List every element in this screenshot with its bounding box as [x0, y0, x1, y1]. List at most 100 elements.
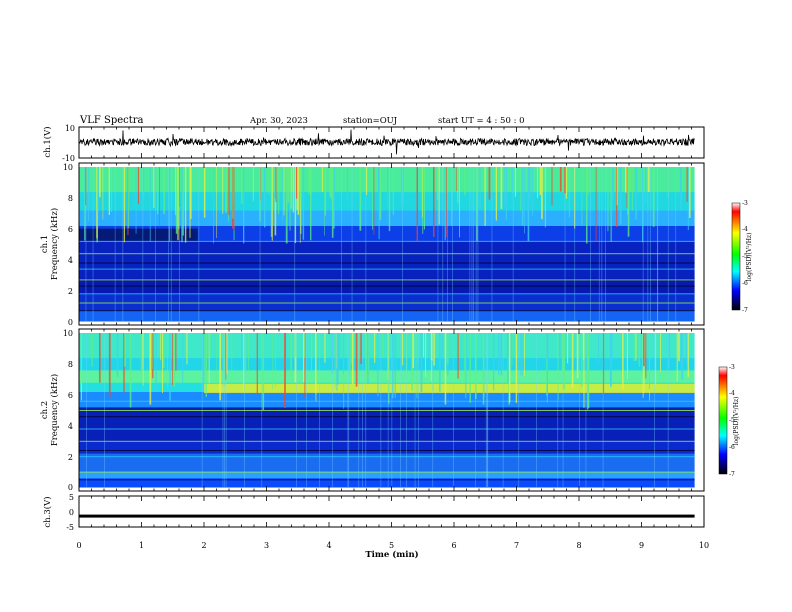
spec2-sferic — [660, 333, 661, 372]
ch2-cbar-tick-4: -4 — [729, 390, 735, 397]
spec1-sferic — [329, 167, 331, 197]
spec2-vline — [432, 333, 434, 487]
spec2-vline — [296, 333, 297, 487]
spec1-vline — [477, 167, 479, 321]
spec1-sferic — [515, 167, 516, 197]
spec2-hline-1 — [79, 471, 695, 473]
spec1-sferic — [541, 167, 543, 220]
spec2-sferic — [262, 333, 265, 410]
spec1-vline — [598, 167, 600, 321]
spec1-sferic — [299, 167, 301, 243]
spec2-sferic — [334, 333, 336, 388]
spec1-sferic — [97, 167, 99, 214]
spec2-sferic — [226, 333, 228, 374]
spec2-sferic — [557, 333, 559, 401]
spec1-vline — [92, 167, 94, 321]
spec2-band-8 — [79, 357, 695, 371]
spec1-vline — [469, 167, 471, 321]
spec2-sferic — [571, 333, 574, 388]
spec1-sferic — [680, 167, 682, 211]
spec1-sferic — [290, 167, 292, 209]
spec1-sferic — [627, 167, 630, 237]
spec1-vline — [142, 167, 144, 321]
spec2-sferic — [622, 333, 624, 389]
x-tick-label-7: 7 — [514, 541, 519, 550]
ch1-ytick-bottom: -10 — [62, 154, 75, 163]
spec2-sferic — [155, 333, 157, 390]
spec1-sferic — [228, 167, 230, 216]
spec2-vline — [222, 333, 224, 487]
spec1-sferic — [203, 167, 206, 218]
spec2-sferic — [446, 333, 449, 364]
ch1-cbar-tick-4: -4 — [742, 226, 748, 233]
spec1-sferic — [647, 167, 650, 192]
spec1-sferic — [137, 167, 139, 204]
spec1-sferic — [227, 167, 229, 222]
spec1-sferic — [667, 167, 669, 198]
ch2-ytick-2: 2 — [68, 453, 73, 462]
spec2-vline — [667, 333, 669, 487]
spec1-vline — [179, 167, 180, 321]
spec2-sferic — [400, 333, 402, 357]
spec1-sferic — [476, 167, 478, 241]
ch1-cbar-label: log(PSD)(V²/Hz) — [746, 233, 753, 282]
spec2-sferic — [231, 333, 233, 385]
spec1-sferic — [163, 167, 165, 215]
spec2-vline — [86, 333, 87, 487]
spec2-vline — [319, 333, 320, 487]
spec2-sferic — [304, 333, 306, 358]
spec1-sferic — [153, 167, 155, 208]
spec1-sferic — [213, 167, 214, 244]
ch1-frequency-label: Frequency (kHz) — [49, 208, 60, 280]
ch1-ytick-top: 10 — [65, 124, 75, 133]
spec1-vline — [170, 167, 172, 321]
spec1-sferic — [642, 167, 644, 243]
x-tick-label-4: 4 — [326, 541, 331, 550]
spec1-sferic — [241, 167, 243, 204]
spec2-sferic — [507, 333, 508, 370]
spec1-sferic — [108, 167, 110, 215]
spec1-band-3 — [79, 240, 695, 279]
spec1-sferic — [378, 167, 380, 240]
spec2-sferic — [348, 333, 350, 373]
spec2-sferic — [140, 333, 142, 374]
spec1-sferic — [438, 167, 440, 225]
spec2-sferic — [160, 333, 161, 361]
spec1-sferic — [387, 167, 389, 208]
spec2-vline — [387, 333, 389, 487]
spec1-sferic — [324, 167, 327, 216]
x-tick-label-6: 6 — [451, 541, 456, 550]
spec1-sferic — [524, 167, 525, 234]
spec2-sferic — [423, 333, 424, 358]
spec1-vline — [442, 167, 444, 321]
spec1-vline — [657, 167, 658, 321]
spec1-sferic — [504, 167, 506, 206]
spec1-sferic — [302, 167, 305, 240]
ch1-ytick-6: 6 — [68, 225, 73, 234]
spec2-sferic — [668, 333, 670, 368]
spec2-sferic — [482, 333, 485, 405]
spec1-hline-8 — [79, 240, 695, 242]
spec1-sferic — [595, 167, 597, 242]
spec2-sferic — [350, 333, 353, 364]
spec2-sferic — [432, 333, 434, 392]
spec2-vline — [585, 333, 587, 487]
spec1-sferic — [287, 167, 290, 203]
spec1-sferic — [527, 167, 530, 242]
spec2-sferic — [142, 333, 144, 370]
spec2-sferic — [433, 333, 435, 366]
spec2-vline — [380, 333, 382, 487]
spec1-sferic — [175, 167, 178, 234]
spec1-sferic — [388, 167, 391, 232]
spec2-sferic — [219, 333, 222, 401]
ch2-ytick-10: 10 — [63, 329, 73, 338]
spec1-hline-4 — [79, 279, 695, 281]
spec2-sferic — [241, 333, 243, 371]
spec1-sferic — [154, 167, 156, 198]
spec2-sferic — [124, 333, 126, 367]
spec2-sferic — [520, 333, 522, 376]
spec1-vline — [574, 167, 576, 321]
spec2-sferic — [290, 333, 292, 376]
spec1-hline-2 — [79, 293, 695, 295]
